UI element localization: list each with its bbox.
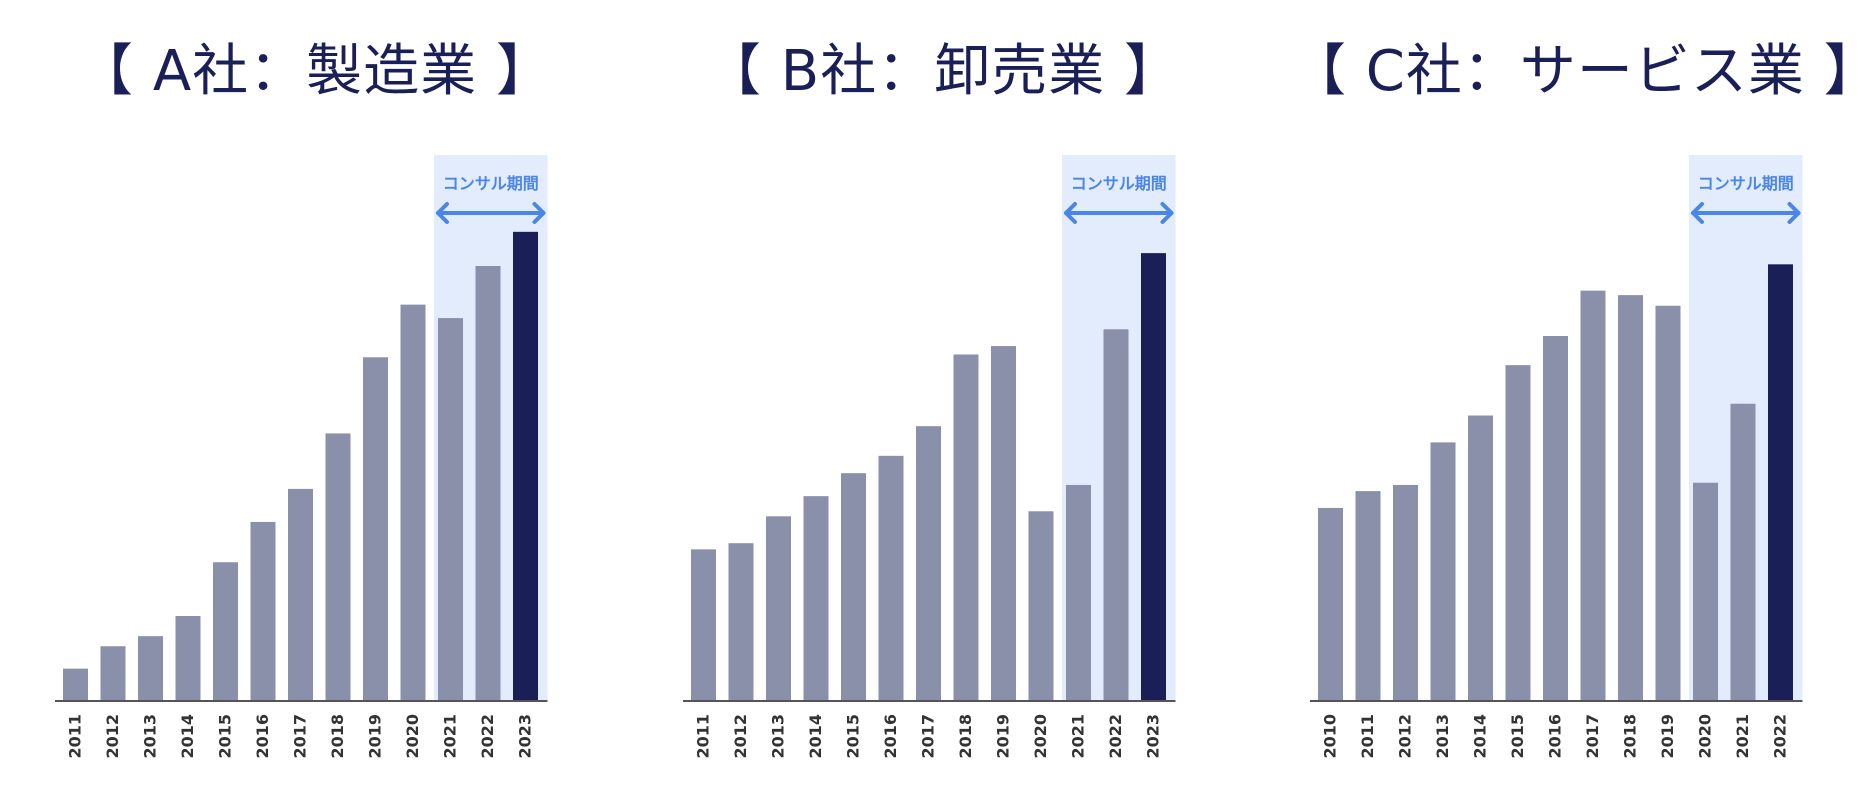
x-tick-label: 2018 xyxy=(328,714,347,759)
x-tick-label: 2014 xyxy=(1471,714,1490,759)
bar xyxy=(841,473,866,700)
x-tick-label: 2021 xyxy=(1733,714,1752,759)
chart-title: 【 A社：製造業 】 xyxy=(77,39,553,104)
x-tick-label: 2015 xyxy=(1508,714,1527,759)
consult-arrow-right-head xyxy=(532,202,546,224)
bar xyxy=(63,668,88,700)
highlight-bar xyxy=(1768,264,1793,700)
consult-arrow-left-head xyxy=(1064,202,1077,224)
x-tick-label: 2012 xyxy=(1396,714,1415,759)
bar xyxy=(991,346,1016,700)
x-tick-label: 2021 xyxy=(1069,714,1088,759)
bar xyxy=(1355,491,1381,700)
x-tick-label: 2021 xyxy=(441,714,460,759)
x-tick-label: 2016 xyxy=(253,714,272,759)
bar xyxy=(1318,507,1343,700)
x-tick-label: 2010 xyxy=(1321,714,1340,759)
chart-panel-a: 【 A社：製造業 】 コンサル期間 2011 2012 2013 2014 2015 201… xyxy=(35,0,595,802)
bar-chart-a: コンサル期間 2011 2012 2013 2014 2015 2016 2017 2018 20… xyxy=(55,155,548,759)
bar xyxy=(175,616,201,700)
x-tick-label: 2022 xyxy=(1106,714,1125,759)
x-tick-label: 2012 xyxy=(731,714,750,759)
bar xyxy=(1103,329,1129,700)
x-tick-label: 2018 xyxy=(956,714,975,759)
highlight-bar xyxy=(1141,253,1166,700)
x-tick-label: 2017 xyxy=(919,714,938,759)
x-tick-label: 2011 xyxy=(694,714,713,759)
x-tick-label: 2017 xyxy=(291,714,310,759)
bar xyxy=(250,521,276,700)
bar xyxy=(1028,511,1054,700)
chart-title: 【 B社：卸売業 】 xyxy=(704,39,1182,104)
x-tick-label: 2020 xyxy=(1696,714,1715,759)
bar xyxy=(878,455,904,700)
bar xyxy=(1468,415,1493,700)
bar xyxy=(213,562,238,700)
bar xyxy=(916,426,941,700)
bar xyxy=(325,433,351,700)
bar-chart-c: コンサル期間 2010 2011 2012 2013 2014 2015 2016 2017 20… xyxy=(1310,155,1803,759)
bar xyxy=(728,543,754,700)
consult-period-label: コンサル期間 xyxy=(1071,174,1167,193)
x-tick-label: 2020 xyxy=(403,714,422,759)
x-tick-label: 2011 xyxy=(66,714,85,759)
bar xyxy=(766,516,791,700)
bar xyxy=(1730,403,1756,700)
chart-panel-b: 【 B社：卸売業 】 コンサル期間 2011 2012 2013 2014 2015 201… xyxy=(663,0,1223,802)
x-tick-label: 2016 xyxy=(881,714,900,759)
x-tick-label: 2016 xyxy=(1546,714,1565,759)
consult-arrow-left-head xyxy=(1691,202,1704,224)
bar xyxy=(1543,336,1568,700)
bar xyxy=(1618,295,1643,700)
consult-period-label: コンサル期間 xyxy=(1698,174,1794,193)
chart-title: 【 C社：サービス業 】 xyxy=(1290,39,1858,104)
bar xyxy=(475,266,501,700)
consult-arrow-right-head xyxy=(1787,202,1801,224)
bar xyxy=(1693,482,1718,700)
bar xyxy=(1393,484,1418,700)
bar xyxy=(953,354,979,700)
bar xyxy=(691,549,716,700)
x-tick-label: 2014 xyxy=(178,714,197,759)
x-tick-label: 2022 xyxy=(478,714,497,759)
bar xyxy=(288,488,313,700)
x-tick-label: 2022 xyxy=(1771,714,1790,759)
bar xyxy=(138,636,163,700)
bar xyxy=(100,646,126,700)
bar xyxy=(438,318,463,700)
x-tick-label: 2023 xyxy=(1144,714,1163,759)
x-tick-label: 2020 xyxy=(1031,714,1050,759)
bar-chart-b: コンサル期間 2011 2012 2013 2014 2015 2016 2017 2018 20… xyxy=(683,155,1176,759)
bar xyxy=(1655,305,1681,700)
bar xyxy=(363,357,388,700)
x-tick-label: 2015 xyxy=(216,714,235,759)
consult-arrow-left-head xyxy=(436,202,449,224)
bar xyxy=(1430,442,1456,700)
chart-panel-c: 【 C社：サービス業 】 コンサル期間 2010 2011 2012 2013 2014 2… xyxy=(1290,0,1858,802)
x-tick-label: 2011 xyxy=(1358,714,1377,759)
x-tick-label: 2019 xyxy=(994,714,1013,759)
x-tick-label: 2018 xyxy=(1621,714,1640,759)
bar xyxy=(400,304,426,700)
x-tick-label: 2019 xyxy=(366,714,385,759)
x-tick-label: 2013 xyxy=(1433,714,1452,759)
x-tick-label: 2017 xyxy=(1583,714,1602,759)
consult-arrow-right-head xyxy=(1160,202,1174,224)
bar xyxy=(1066,484,1091,700)
x-tick-label: 2013 xyxy=(141,714,160,759)
x-tick-label: 2015 xyxy=(844,714,863,759)
bar xyxy=(803,496,829,700)
bar xyxy=(1580,290,1606,700)
highlight-bar xyxy=(513,231,538,700)
consult-period-label: コンサル期間 xyxy=(443,174,539,193)
x-tick-label: 2019 xyxy=(1658,714,1677,759)
bar xyxy=(1505,365,1531,700)
x-tick-label: 2014 xyxy=(806,714,825,759)
x-tick-label: 2013 xyxy=(769,714,788,759)
x-tick-label: 2023 xyxy=(516,714,535,759)
x-tick-label: 2012 xyxy=(103,714,122,759)
